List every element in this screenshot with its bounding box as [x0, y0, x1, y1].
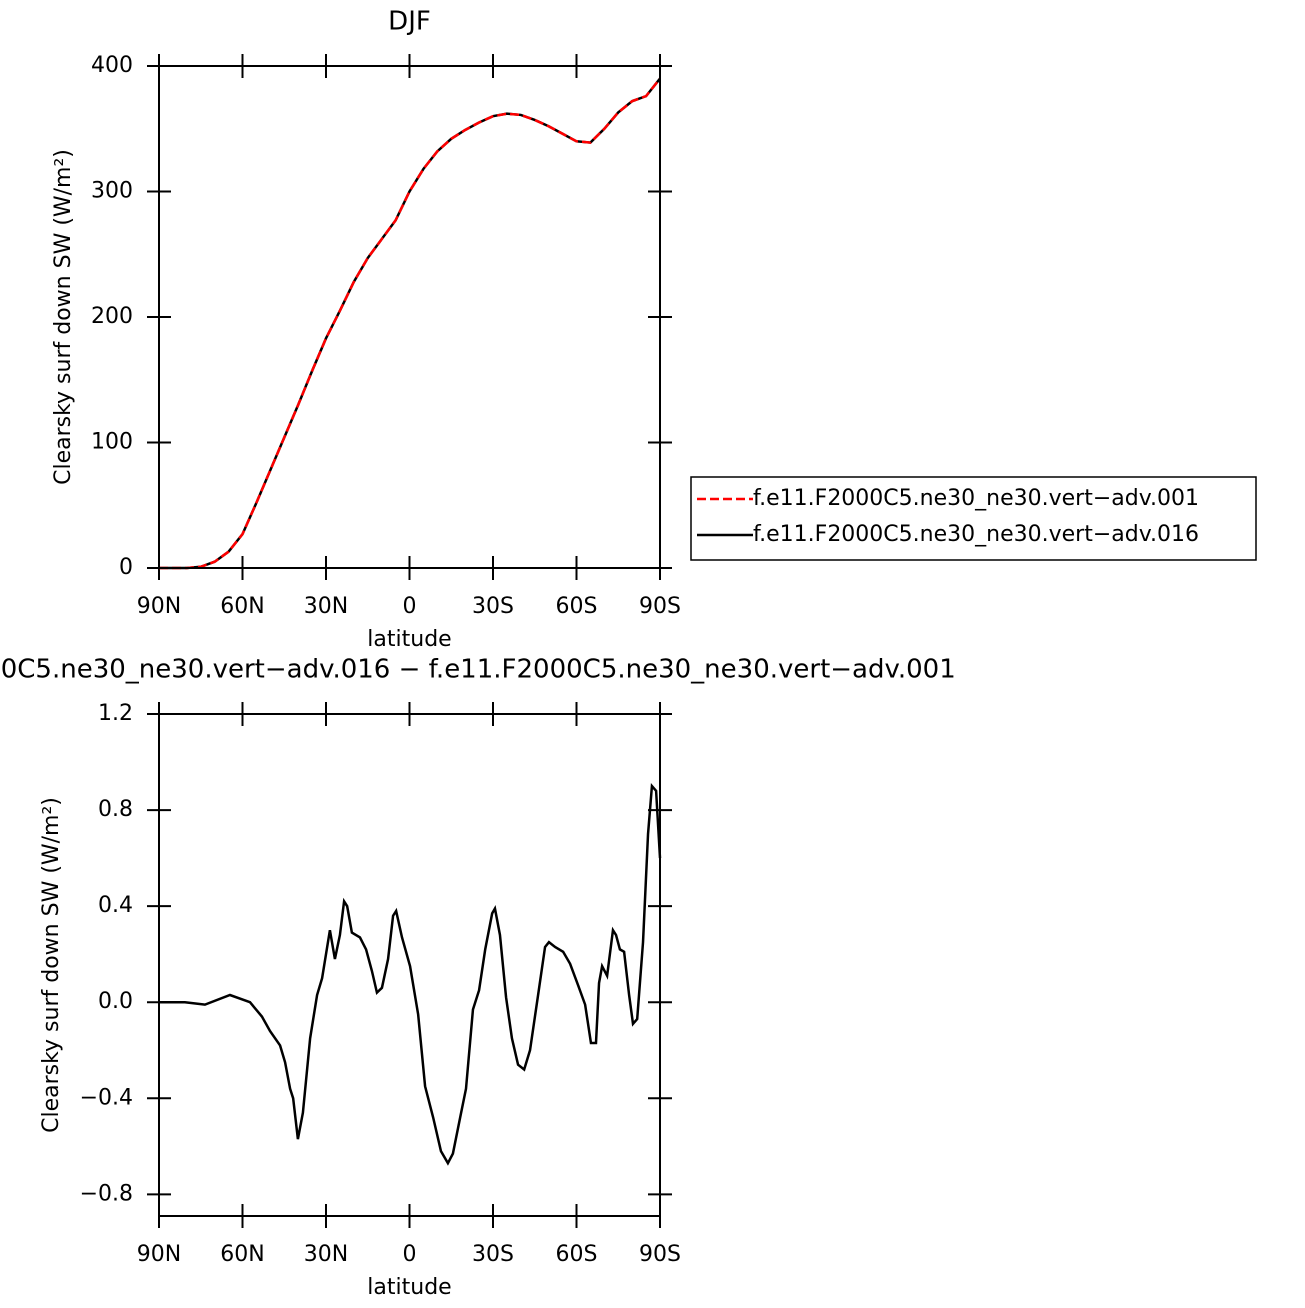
x-tick-label: 0	[403, 1242, 417, 1267]
chart-title: f.e11.F2000C5.ne30_ne30.vert−adv.016 − f…	[0, 655, 956, 685]
x-tick-label: 60N	[220, 1242, 264, 1267]
x-tick-label: 30S	[472, 594, 514, 619]
y-tick-label: 0.0	[98, 989, 133, 1014]
y-tick-label: 1.2	[98, 701, 133, 726]
y-tick-label: 100	[91, 430, 133, 455]
x-axis-label: latitude	[367, 627, 451, 652]
legend-label: f.e11.F2000C5.ne30_ne30.vert−adv.001	[753, 486, 1199, 511]
x-tick-label: 30N	[304, 1242, 348, 1267]
x-tick-label: 60S	[556, 1242, 598, 1267]
x-tick-label: 90S	[639, 594, 681, 619]
x-tick-label: 30S	[472, 1242, 514, 1267]
x-tick-label: 90S	[639, 1242, 681, 1267]
data-line	[159, 77, 661, 570]
y-tick-label: −0.8	[80, 1181, 133, 1206]
chart-title: DJF	[388, 7, 431, 37]
x-tick-label: 60N	[220, 594, 264, 619]
y-tick-label: −0.4	[80, 1085, 133, 1110]
legend-box	[690, 476, 1257, 561]
y-tick-label: 400	[91, 53, 133, 78]
x-tick-label: 30N	[304, 594, 348, 619]
x-tick-label: 90N	[137, 1242, 181, 1267]
legend-label: f.e11.F2000C5.ne30_ne30.vert−adv.016	[753, 522, 1199, 547]
plot-frame	[158, 65, 661, 569]
x-tick-label: 90N	[137, 594, 181, 619]
y-axis-label: Clearsky surf down SW (W/m²)	[51, 149, 76, 485]
x-axis-label: latitude	[367, 1275, 451, 1300]
y-tick-label: 300	[91, 179, 133, 204]
y-axis-label: Clearsky surf down SW (W/m²)	[39, 797, 64, 1133]
y-tick-label: 200	[91, 304, 133, 329]
y-tick-label: 0	[119, 555, 133, 580]
x-tick-label: 60S	[556, 594, 598, 619]
plot-frame	[158, 713, 661, 1217]
y-tick-label: 0.8	[98, 797, 133, 822]
y-tick-label: 0.4	[98, 893, 133, 918]
data-line	[159, 782, 662, 1166]
x-tick-label: 0	[403, 594, 417, 619]
data-line	[159, 77, 661, 570]
